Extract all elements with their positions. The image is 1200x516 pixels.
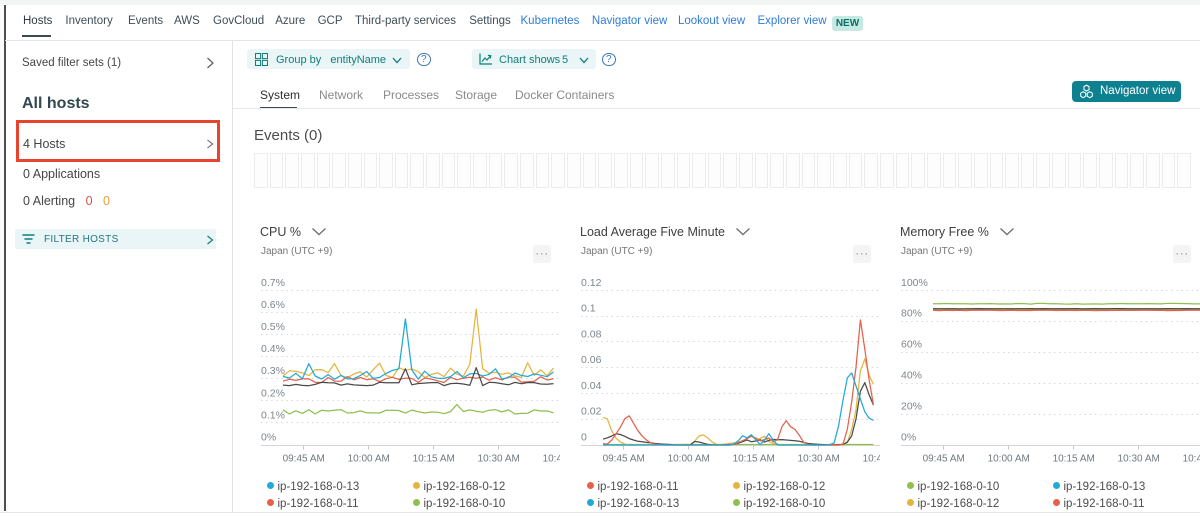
svg-text:0.06: 0.06: [581, 354, 602, 366]
svg-text:10:45 AM: 10:45 AM: [543, 454, 560, 465]
svg-text:0.08: 0.08: [581, 328, 602, 340]
svg-text:0.3%: 0.3%: [261, 365, 285, 377]
svg-text:0%: 0%: [901, 432, 916, 444]
svg-text:0.7%: 0.7%: [261, 277, 285, 289]
svg-text:10:00 AM: 10:00 AM: [668, 454, 710, 465]
svg-text:09:45 AM: 09:45 AM: [283, 454, 325, 465]
svg-text:0.04: 0.04: [581, 380, 602, 392]
svg-text:10:45 AM: 10:45 AM: [1183, 454, 1200, 465]
svg-text:10:00 AM: 10:00 AM: [348, 454, 390, 465]
svg-text:80%: 80%: [901, 308, 922, 320]
svg-text:10:30 AM: 10:30 AM: [798, 454, 840, 465]
svg-text:10:30 AM: 10:30 AM: [1118, 454, 1160, 465]
svg-text:0.1: 0.1: [581, 303, 596, 315]
svg-text:10:30 AM: 10:30 AM: [478, 454, 520, 465]
svg-text:10:15 AM: 10:15 AM: [733, 454, 775, 465]
svg-text:0.4%: 0.4%: [261, 343, 285, 355]
svg-text:09:45 AM: 09:45 AM: [923, 454, 965, 465]
svg-text:40%: 40%: [901, 370, 922, 382]
svg-text:0.02: 0.02: [581, 406, 602, 418]
svg-text:0.12: 0.12: [581, 277, 602, 289]
svg-text:100%: 100%: [901, 277, 928, 289]
svg-text:10:15 AM: 10:15 AM: [1053, 454, 1095, 465]
svg-text:0: 0: [581, 432, 587, 444]
svg-text:10:00 AM: 10:00 AM: [988, 454, 1030, 465]
svg-text:0.1%: 0.1%: [261, 409, 285, 421]
svg-text:10:15 AM: 10:15 AM: [413, 454, 455, 465]
svg-text:0.5%: 0.5%: [261, 321, 285, 333]
svg-text:0%: 0%: [261, 432, 276, 444]
svg-text:0.2%: 0.2%: [261, 387, 285, 399]
svg-text:09:45 AM: 09:45 AM: [603, 454, 645, 465]
svg-text:60%: 60%: [901, 339, 922, 351]
svg-text:10:45 AM: 10:45 AM: [863, 454, 880, 465]
svg-text:20%: 20%: [901, 401, 922, 413]
svg-text:0.6%: 0.6%: [261, 299, 285, 311]
